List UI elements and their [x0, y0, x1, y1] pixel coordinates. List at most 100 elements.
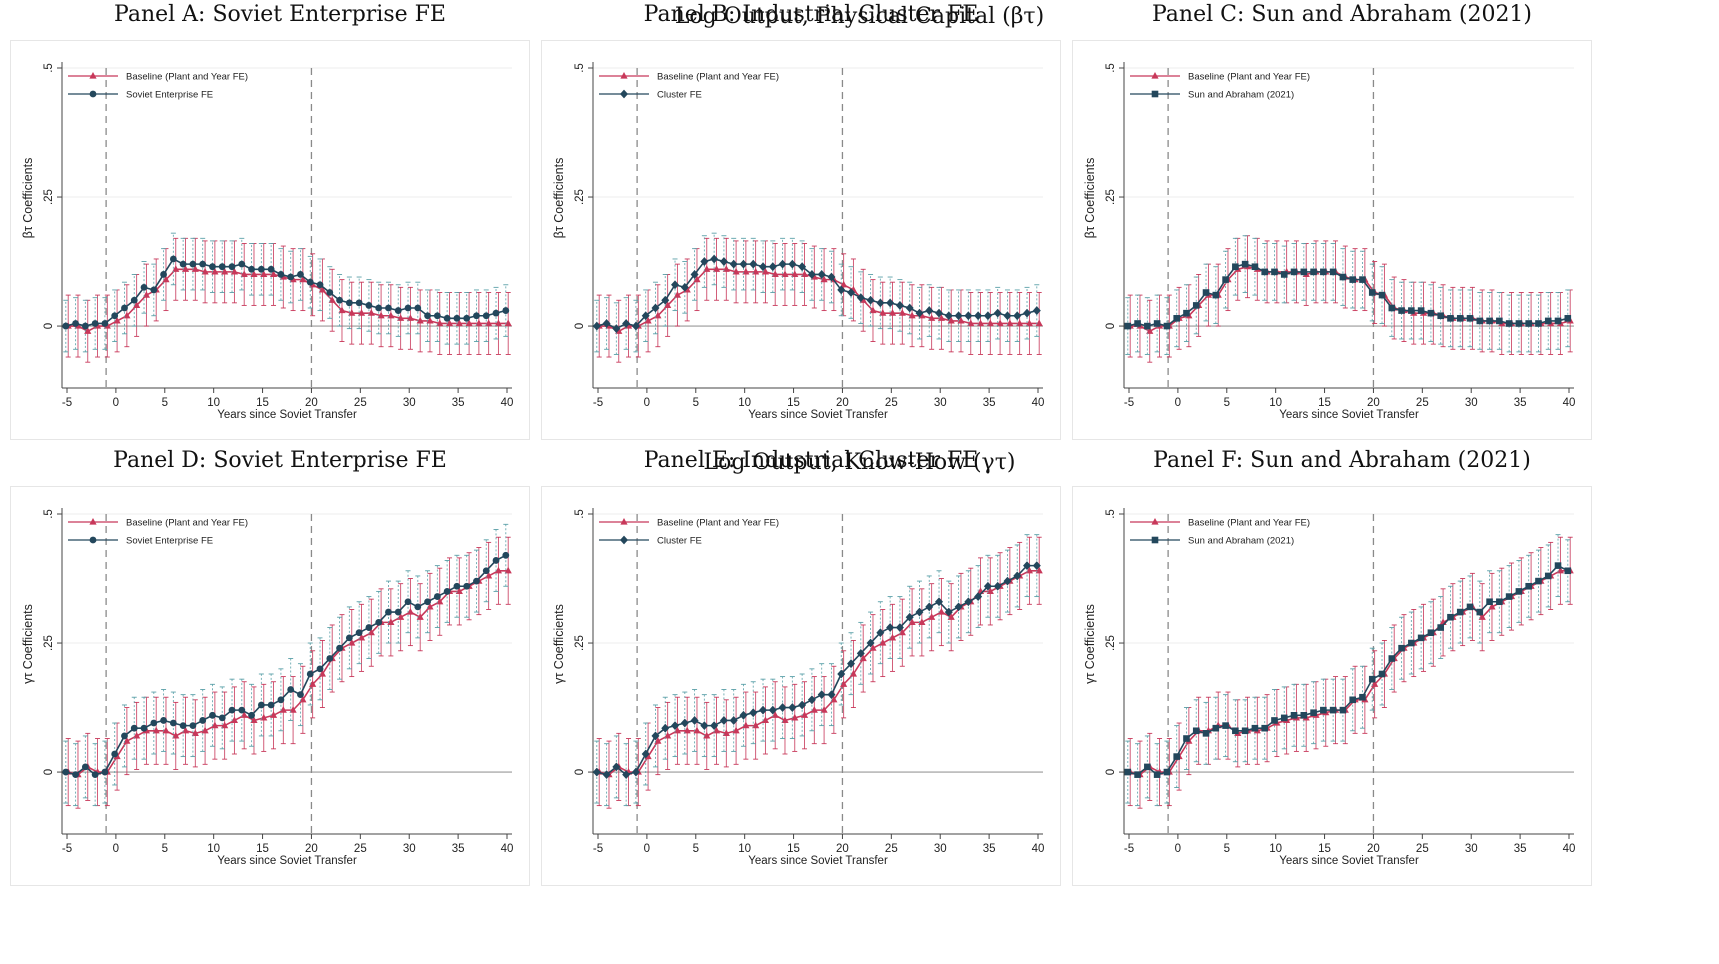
data-point — [856, 648, 865, 658]
data-point — [1134, 320, 1141, 327]
legend-label: Sun and Abraham (2021) — [1188, 536, 1294, 547]
data-point — [1003, 576, 1012, 586]
plot-frame — [541, 40, 1061, 440]
section-title-physical-capital: Log Output, Physical Capital (βτ) — [674, 4, 1045, 29]
data-point — [1496, 317, 1503, 325]
data-point — [722, 729, 730, 736]
data-point — [1554, 562, 1562, 569]
data-point — [504, 319, 512, 327]
data-point — [387, 311, 395, 319]
data-point — [267, 701, 275, 709]
series-line — [1127, 564, 1569, 776]
section-title-know-how: Log Output, Know-How (γτ) — [703, 450, 1016, 475]
data-point — [1241, 727, 1249, 735]
data-point — [651, 731, 660, 741]
legend-label: Cluster FE — [657, 536, 702, 547]
y-tick-label: 0 — [1105, 769, 1117, 775]
series-0 — [64, 536, 512, 809]
data-point — [768, 705, 777, 715]
legend-marker-shape — [89, 90, 97, 98]
data-point — [928, 613, 936, 620]
y-tick-label: .5 — [574, 509, 586, 519]
data-point — [394, 608, 402, 616]
data-point — [664, 301, 672, 309]
x-tick-label: 40 — [501, 397, 514, 409]
data-point — [1300, 268, 1308, 276]
legend-marker — [89, 536, 97, 544]
data-point — [954, 602, 963, 612]
data-point — [719, 257, 728, 266]
data-point — [778, 259, 787, 269]
x-tick-label: 15 — [1318, 843, 1331, 855]
data-point — [238, 260, 246, 268]
x-tick-label: 20 — [836, 397, 849, 409]
chart-svg: -5 0 5 10 15 20 25 30 35 40 0 .25 .5 Years since Sovi… — [541, 486, 1061, 886]
data-point — [230, 716, 239, 724]
y-tick-label: .5 — [574, 63, 586, 73]
data-point — [1427, 309, 1435, 317]
data-point — [654, 737, 662, 744]
y-axis-label: βτ Coefficients — [21, 158, 35, 239]
data-point — [492, 309, 500, 317]
data-point — [277, 271, 285, 278]
y-tick-label: .5 — [1105, 63, 1117, 73]
data-point — [1525, 320, 1532, 327]
series-1 — [62, 523, 510, 807]
data-point — [1478, 613, 1486, 620]
data-point — [81, 763, 89, 771]
series-1 — [1124, 235, 1572, 355]
data-point — [680, 718, 689, 728]
data-point — [287, 273, 295, 281]
data-point — [622, 770, 631, 780]
data-point — [759, 262, 768, 272]
data-point — [101, 320, 109, 327]
data-point — [1124, 322, 1132, 330]
data-point — [729, 716, 738, 725]
data-point — [309, 680, 317, 687]
x-tick-label: 20 — [1367, 397, 1380, 409]
x-tick-label: 10 — [738, 843, 751, 855]
data-point — [404, 304, 412, 312]
data-point — [133, 731, 141, 739]
data-point — [791, 713, 799, 721]
data-point — [475, 319, 483, 327]
x-tick-label: 5 — [693, 843, 699, 855]
data-point — [1222, 276, 1229, 283]
data-point — [1025, 319, 1034, 327]
legend-label: Baseline (Plant and Year FE) — [657, 518, 779, 529]
data-point — [886, 298, 895, 308]
data-point — [935, 597, 944, 607]
data-point — [1251, 724, 1259, 732]
data-point — [1003, 311, 1012, 321]
data-point — [1212, 291, 1220, 299]
x-tick-label: 0 — [1175, 843, 1181, 855]
data-point — [1368, 289, 1376, 296]
data-point — [221, 721, 229, 729]
data-point — [1271, 717, 1278, 724]
data-point — [1032, 306, 1041, 315]
data-point — [257, 701, 265, 709]
data-point — [172, 731, 180, 739]
x-tick-label: -5 — [1124, 397, 1134, 409]
chart-svg: -5 0 5 10 15 20 25 30 35 40 0 .25 .5 Years since Sovi… — [1072, 40, 1592, 440]
data-point — [1466, 603, 1474, 611]
data-point — [1329, 706, 1337, 714]
data-point — [504, 566, 512, 574]
data-point — [817, 690, 826, 700]
series-line — [67, 569, 509, 776]
panel-D: -5 0 5 10 15 20 25 30 35 40 0 .25 .5 Years since Sovi… — [10, 486, 530, 886]
data-point — [807, 695, 816, 705]
data-point — [820, 706, 828, 713]
data-point — [228, 263, 236, 271]
data-point — [1153, 771, 1161, 778]
data-point — [703, 265, 711, 272]
legend-marker — [1151, 536, 1159, 544]
data-point — [886, 623, 895, 632]
data-point — [690, 270, 699, 279]
data-point — [482, 567, 490, 575]
x-tick-label: 40 — [1032, 843, 1045, 855]
data-point — [644, 316, 652, 324]
x-tick-label: 35 — [1514, 397, 1527, 409]
data-point — [1398, 307, 1405, 314]
x-tick-label: -5 — [62, 397, 72, 409]
